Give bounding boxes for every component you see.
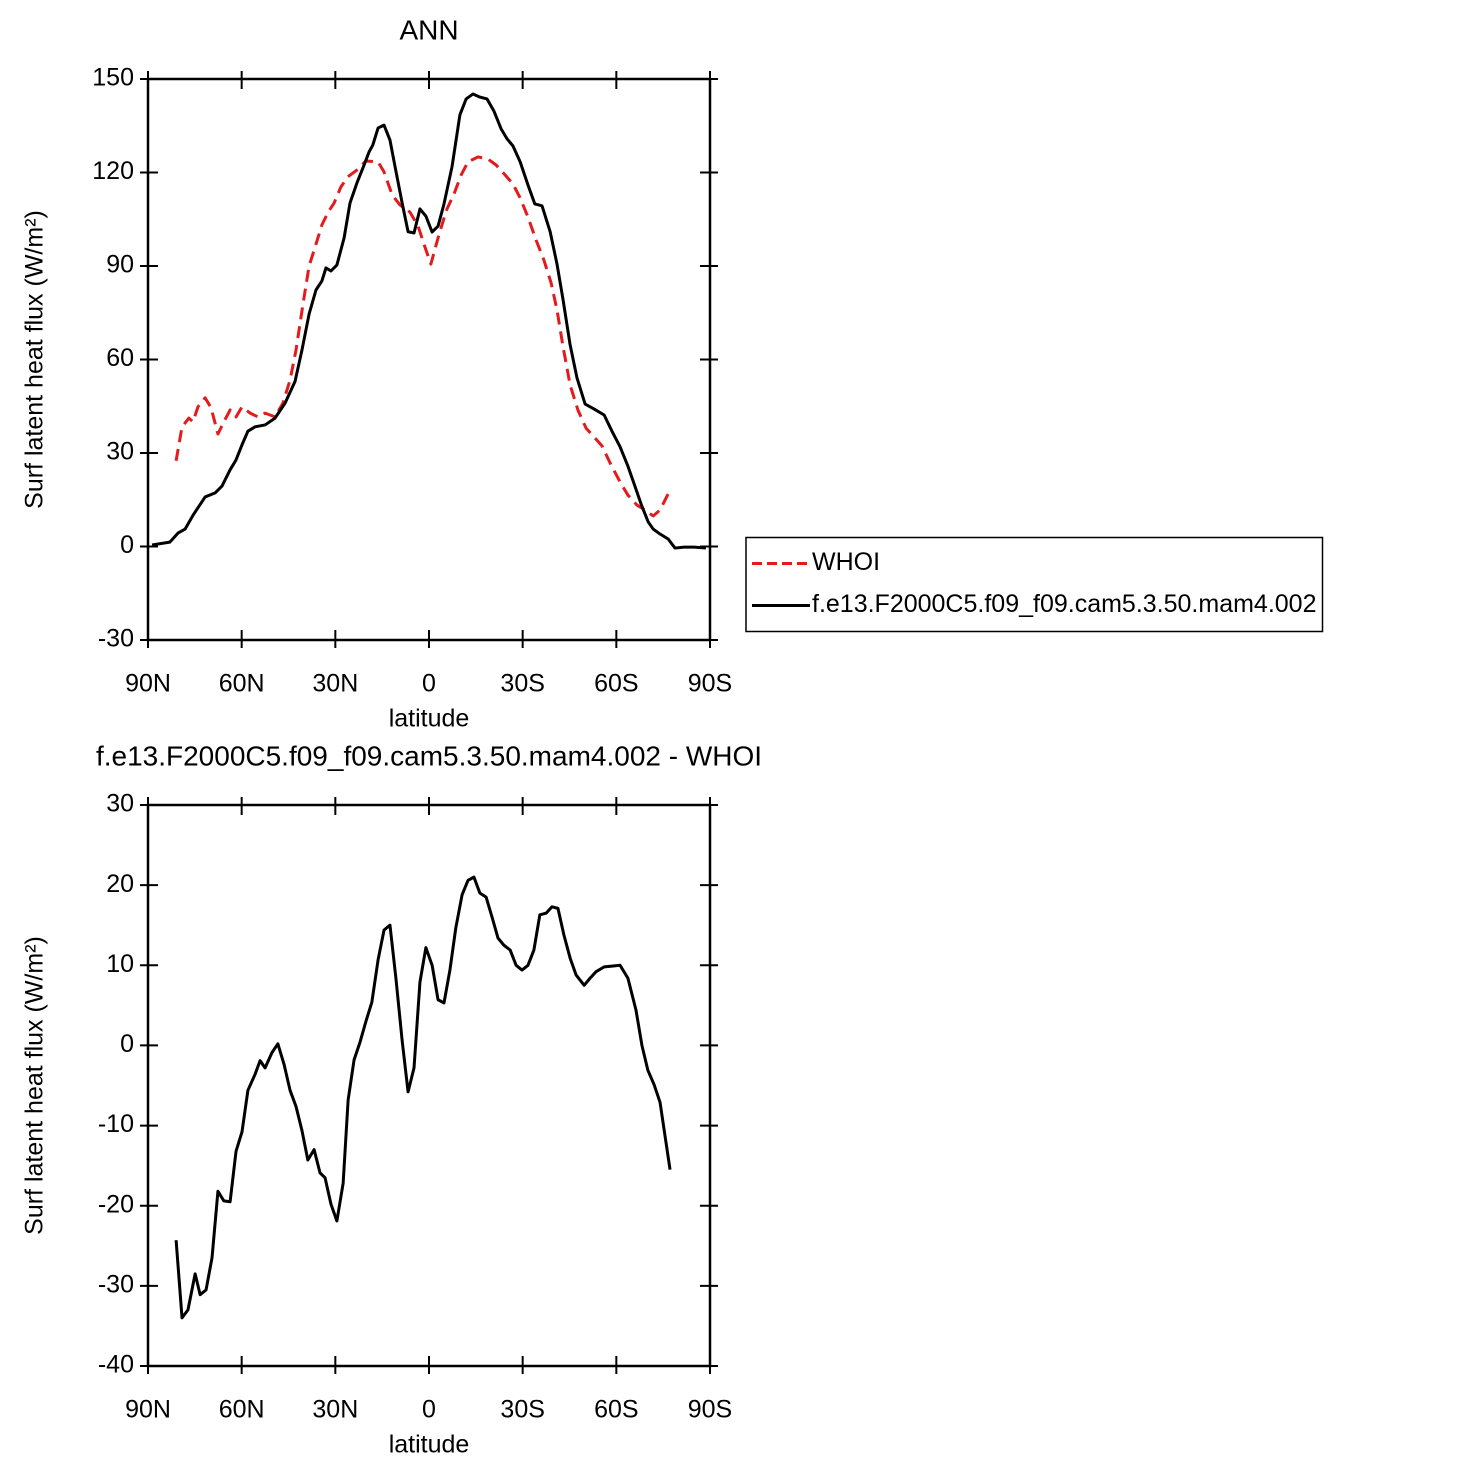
y-tick-label: 120: [92, 157, 134, 185]
y-tick-label: 60: [106, 344, 134, 372]
x-tick-label: 60N: [219, 1396, 265, 1424]
y-tick-label: 0: [120, 1030, 134, 1058]
x-tick-label: 0: [422, 1396, 436, 1424]
y-tick-label: -30: [98, 625, 134, 653]
legend: WHOI f.e13.F2000C5.f09_f09.cam5.3.50.mam4…: [745, 536, 1324, 633]
x-tick-label: 30N: [312, 670, 358, 698]
y-tick-label: 0: [120, 531, 134, 559]
x-tick-label: 60N: [219, 670, 265, 698]
data-line: [174, 875, 672, 1320]
y-tick-label: 20: [106, 870, 134, 898]
y-tick-label: -40: [98, 1351, 134, 1379]
x-tick-label: 30S: [500, 670, 544, 698]
plot-frame: [146, 803, 712, 1368]
legend-label: WHOI: [812, 548, 880, 576]
x-tick-label: 0: [422, 670, 436, 698]
x-tick-label: 90N: [125, 1396, 171, 1424]
data-line: [151, 92, 707, 550]
data-line: [174, 155, 672, 518]
x-tick-label: 60S: [594, 1396, 638, 1424]
chart-title: ANN: [399, 14, 458, 45]
y-axis-label: Surf latent heat flux (W/m²): [21, 210, 49, 509]
x-tick-label: 30S: [500, 1396, 544, 1424]
y-tick-label: -20: [98, 1190, 134, 1218]
y-tick-label: -30: [98, 1270, 134, 1298]
y-axis-label: Surf latent heat flux (W/m²): [21, 936, 49, 1235]
legend-label: f.e13.F2000C5.f09_f09.cam5.3.50.mam4.002: [812, 590, 1317, 618]
x-axis-label: latitude: [389, 705, 470, 733]
x-axis-label: latitude: [389, 1431, 470, 1459]
chart-title: f.e13.F2000C5.f09_f09.cam5.3.50.mam4.002…: [96, 740, 762, 771]
plot-frame: [146, 77, 712, 642]
y-tick-label: 30: [106, 438, 134, 466]
x-tick-label: 30N: [312, 1396, 358, 1424]
x-tick-label: 90S: [688, 1396, 732, 1424]
legend-box: [745, 536, 1324, 633]
x-tick-label: 90N: [125, 670, 171, 698]
y-tick-label: -10: [98, 1110, 134, 1138]
y-tick-label: 150: [92, 64, 134, 92]
x-tick-label: 90S: [688, 670, 732, 698]
y-tick-label: 10: [106, 950, 134, 978]
x-tick-label: 60S: [594, 670, 638, 698]
y-tick-label: 90: [106, 251, 134, 279]
y-tick-label: 30: [106, 790, 134, 818]
